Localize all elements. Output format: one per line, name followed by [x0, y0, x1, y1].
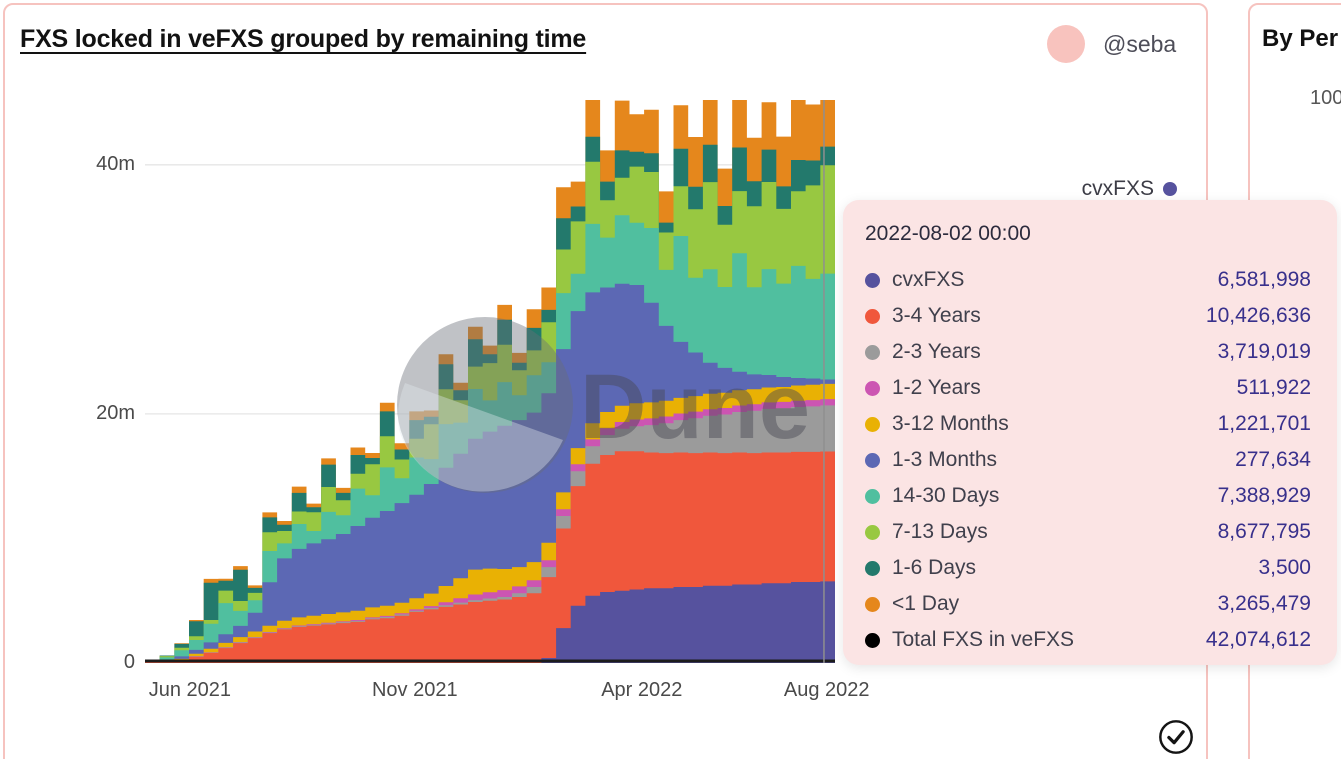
chart-legend: cvxFXS: [905, 177, 1177, 201]
tooltip-row: 1-2 Years 511,922: [865, 370, 1311, 406]
tooltip-series-label: Total FXS in veFXS: [892, 628, 1075, 651]
series-dot-icon: [865, 632, 880, 648]
tooltip-series-label: 3-12 Months: [892, 412, 1009, 435]
chart-title[interactable]: FXS locked in veFXS grouped by remaining…: [20, 25, 587, 53]
tooltip-row: 2-3 Years 3,719,019: [865, 334, 1311, 370]
series-dot-icon: [865, 416, 880, 432]
stacked-area-chart-svg: [145, 100, 835, 663]
legend-item[interactable]: cvxFXS: [1082, 177, 1177, 201]
chart-plot-area[interactable]: [145, 100, 835, 663]
y-tick-label: 20m: [96, 401, 135, 424]
series-dot-icon: [865, 596, 880, 612]
tooltip-row: <1 Day 3,265,479: [865, 586, 1311, 622]
series-dot-icon: [865, 488, 880, 504]
series-dot-icon: [865, 308, 880, 324]
tooltip-series-value: 7,388,929: [1217, 484, 1311, 507]
tooltip-rows: cvxFXS 6,581,998 3-4 Years 10,426,636 2-3 Ye…: [865, 262, 1311, 658]
author-handle: @seba: [1103, 30, 1177, 57]
legend-dot-icon: [1163, 182, 1177, 196]
tooltip-series-value: 6,581,998: [1217, 268, 1311, 291]
tooltip-series-value: 10,426,636: [1205, 304, 1311, 327]
execution-success-icon[interactable]: [1157, 718, 1195, 756]
x-tick-label: Apr 2022: [601, 679, 683, 701]
series-dot-icon: [865, 452, 880, 468]
tooltip-series-label: 1-2 Years: [892, 376, 981, 399]
legend-label: cvxFXS: [1081, 177, 1154, 200]
tooltip-series-label: 1-6 Days: [892, 556, 977, 579]
y-tick-label: 0: [123, 651, 135, 673]
x-tick-label: Aug 2022: [783, 679, 870, 701]
tooltip-series-value: 1,221,701: [1217, 412, 1311, 435]
tooltip-row: 1-3 Months 277,634: [865, 442, 1311, 478]
chart-tooltip: 2022-08-02 00:00 cvxFXS 6,581,998 3-4 Year…: [843, 200, 1337, 665]
tooltip-row: 1-6 Days 3,500: [865, 550, 1311, 586]
author-avatar: [1047, 25, 1085, 63]
tooltip-row: 3-4 Years 10,426,636: [865, 298, 1311, 334]
x-tick-label: Nov 2021: [371, 679, 458, 701]
tooltip-series-value: 3,500: [1258, 556, 1311, 579]
series-dot-icon: [865, 380, 880, 396]
tooltip-row: Total FXS in veFXS 42,074,612: [865, 622, 1311, 658]
tooltip-row: 3-12 Months 1,221,701: [865, 406, 1311, 442]
tooltip-series-label: 14-30 Days: [892, 484, 1000, 507]
tooltip-row: 14-30 Days 7,388,929: [865, 478, 1311, 514]
tooltip-series-value: 3,719,019: [1217, 340, 1311, 363]
tooltip-row: 7-13 Days 8,677,795: [865, 514, 1311, 550]
tooltip-series-value: 8,677,795: [1217, 520, 1311, 543]
y-tick-label: 40m: [96, 152, 135, 175]
x-tick-label: Jun 2021: [148, 679, 231, 701]
tooltip-series-label: cvxFXS: [892, 268, 965, 291]
area-series-cvxFXS: [145, 581, 835, 663]
tooltip-series-label: 7-13 Days: [892, 520, 988, 543]
tooltip-series-label: 2-3 Years: [892, 340, 981, 363]
tooltip-series-label: 1-3 Months: [892, 448, 998, 471]
series-dot-icon: [865, 524, 880, 540]
second-chart-title[interactable]: By Per: [1262, 25, 1339, 52]
series-dot-icon: [865, 272, 880, 288]
tooltip-series-value: 277,634: [1235, 448, 1311, 471]
series-dot-icon: [865, 344, 880, 360]
tooltip-series-label: 3-4 Years: [892, 304, 981, 327]
author-link[interactable]: @seba: [1047, 25, 1176, 63]
tooltip-row: cvxFXS 6,581,998: [865, 262, 1311, 298]
tooltip-series-value: 42,074,612: [1205, 628, 1311, 651]
tooltip-series-value: 3,265,479: [1217, 592, 1311, 615]
tooltip-series-value: 511,922: [1236, 376, 1311, 399]
tooltip-series-label: <1 Day: [892, 592, 960, 615]
series-dot-icon: [865, 560, 880, 576]
second-chart-ytick: 100: [1310, 87, 1341, 109]
tooltip-date: 2022-08-02 00:00: [865, 222, 1031, 245]
